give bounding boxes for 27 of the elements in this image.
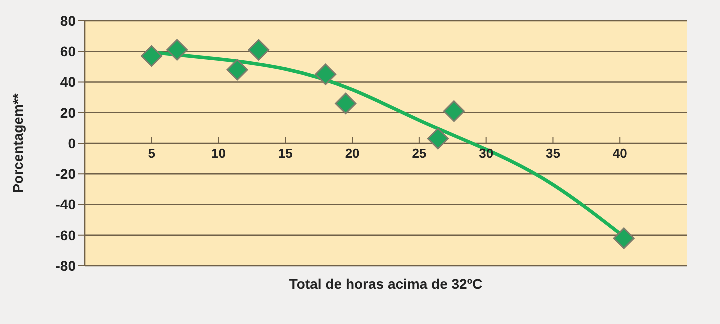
y-tick-label: 40 xyxy=(60,74,76,90)
y-tick-label: -20 xyxy=(56,166,76,182)
y-tick-label: -80 xyxy=(56,258,76,274)
point xyxy=(443,100,465,122)
point xyxy=(335,92,357,114)
y-axis-title: Porcentagem** xyxy=(10,93,26,194)
y-tick-label: 20 xyxy=(60,104,76,121)
y-tick-label: -60 xyxy=(56,227,76,244)
point xyxy=(166,39,188,61)
point xyxy=(226,59,248,81)
x-axis-title: Total de horas acima de 32ºC xyxy=(289,276,483,292)
x-tick-label: 15 xyxy=(278,146,293,161)
point xyxy=(315,64,337,86)
point xyxy=(248,39,270,61)
point xyxy=(613,228,635,250)
x-tick-label: 35 xyxy=(546,146,560,161)
x-tick-label: 25 xyxy=(412,146,427,161)
point xyxy=(427,128,449,150)
point xyxy=(141,45,163,67)
x-tick-label: 40 xyxy=(612,146,628,161)
y-tick-label: -40 xyxy=(56,196,76,213)
y-tick-label: 80 xyxy=(60,12,76,29)
y-tick-label: 60 xyxy=(60,44,76,60)
x-tick-label: 5 xyxy=(148,146,156,161)
x-tick-label: 10 xyxy=(212,146,226,161)
x-tick-label: 20 xyxy=(345,146,360,161)
y-tick-label: 0 xyxy=(68,135,76,152)
